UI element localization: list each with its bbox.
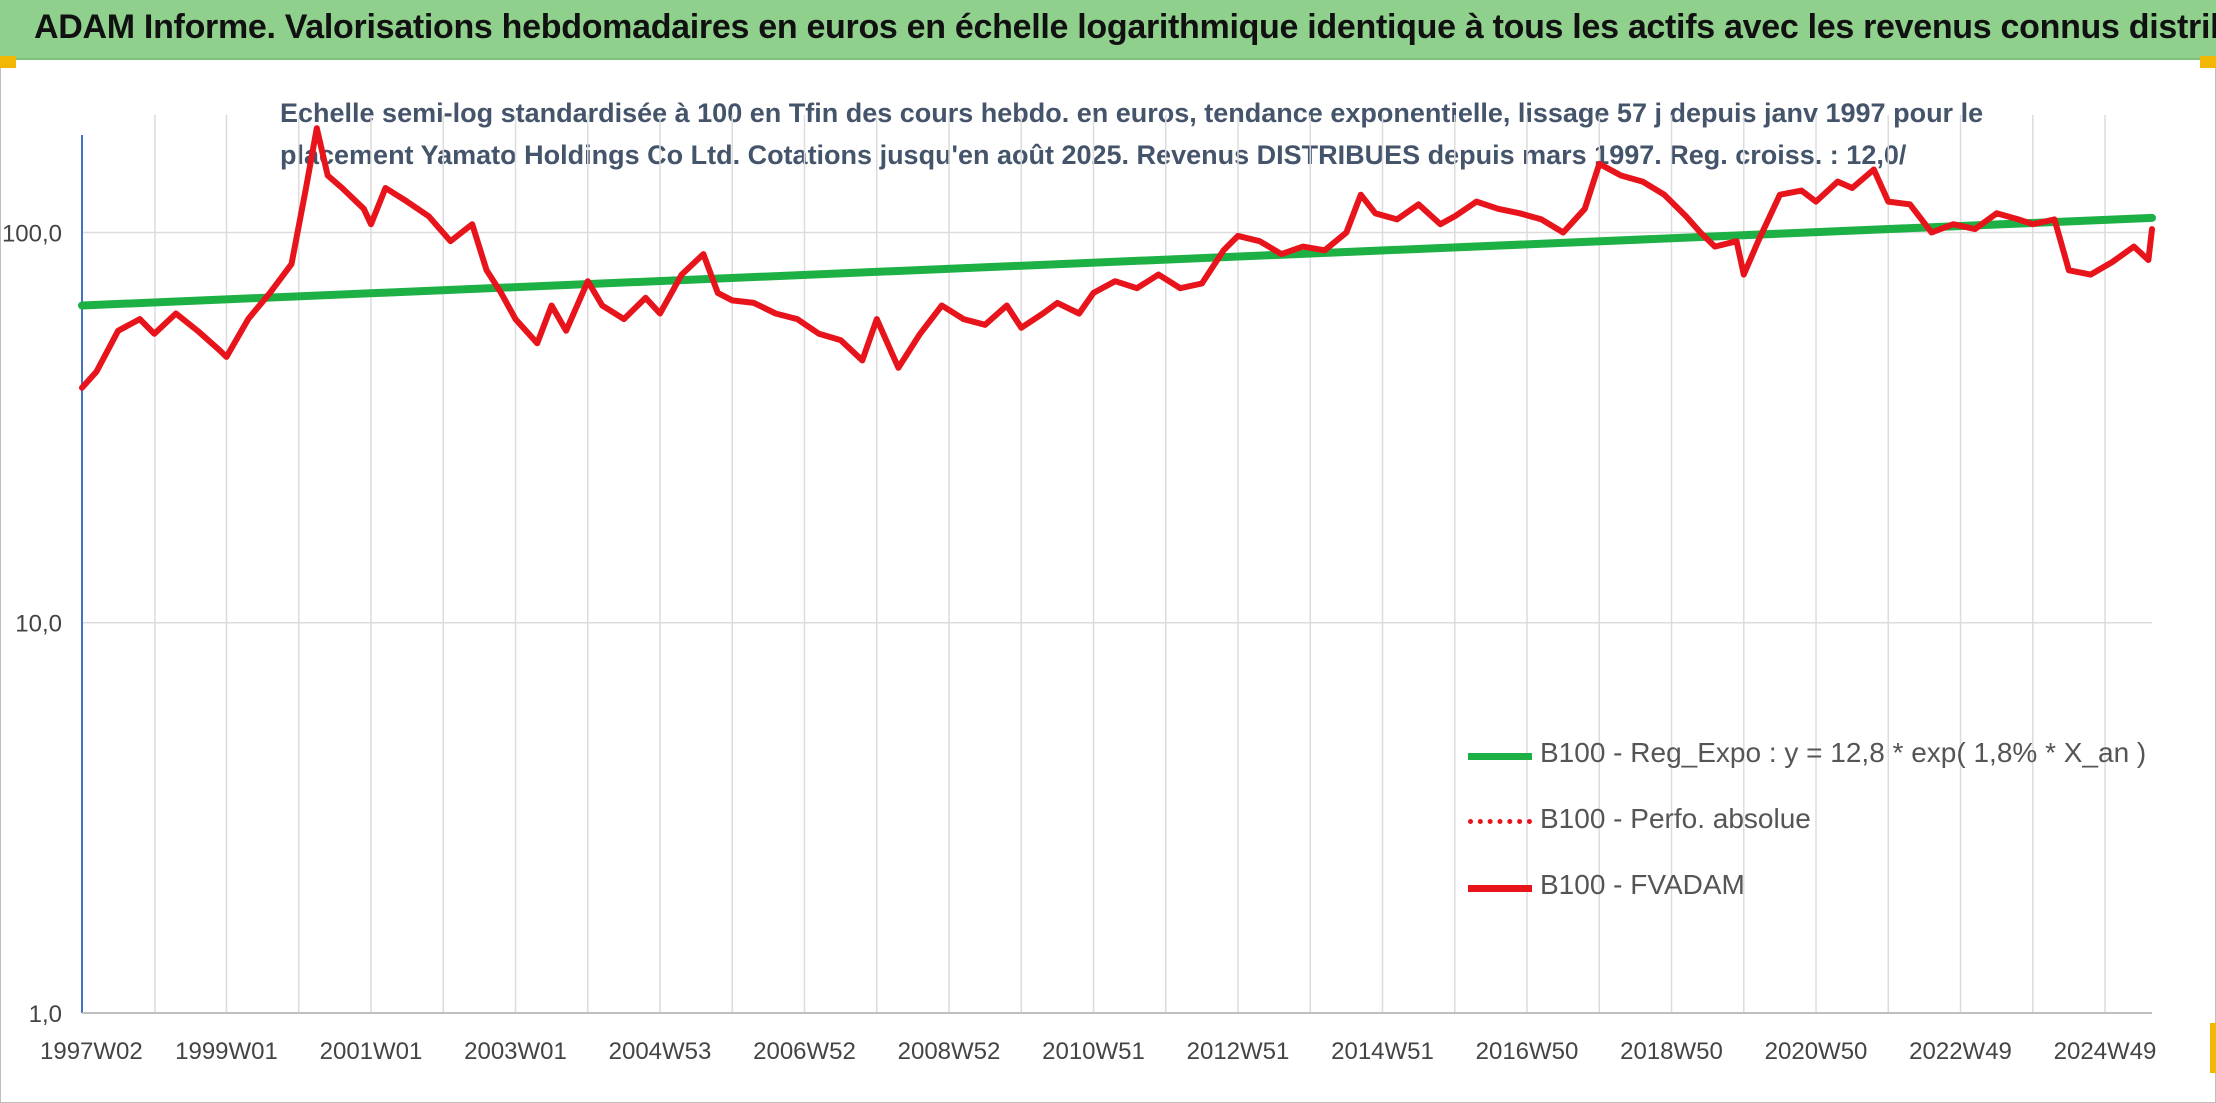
x-tick-label: 2018W50 bbox=[1620, 1038, 1723, 1065]
trend-line bbox=[78, 213, 2156, 310]
x-tick-label: 2012W51 bbox=[1187, 1038, 1290, 1065]
legend-label-trend: B100 - Reg_Expo : y = 12,8 * exp( 1,8% *… bbox=[1540, 737, 2147, 768]
banner-title: ADAM Informe. Valorisations hebdomadaire… bbox=[34, 8, 2216, 46]
legend-item-trend: B100 - Reg_Expo : y = 12,8 * exp( 1,8% *… bbox=[1468, 735, 2168, 775]
x-tick-label: 2001W01 bbox=[320, 1038, 423, 1065]
y-tick-label: 100,0 bbox=[2, 220, 62, 247]
x-tick-label: 2006W52 bbox=[753, 1038, 856, 1065]
title-banner: ADAM Informe. Valorisations hebdomadaire… bbox=[0, 0, 2216, 60]
axis-layer bbox=[81, 135, 2152, 1014]
corner-marker-bottom-right bbox=[2210, 1023, 2216, 1073]
corner-marker-right bbox=[2200, 56, 2216, 68]
x-tick-label: 2004W53 bbox=[609, 1038, 712, 1065]
x-tick-label: 2022W49 bbox=[1909, 1038, 2012, 1065]
x-tick-label: 1997W02 bbox=[40, 1038, 143, 1065]
tick-label-layer: 1,0 10,0 100,0 1997W02 1999W01 2001W01 2003W01… bbox=[2, 220, 2156, 1065]
x-tick-label: 2016W50 bbox=[1476, 1038, 1579, 1065]
legend-swatch-trend bbox=[1468, 753, 1532, 760]
legend-item-perfo: B100 - Perfo. absolue bbox=[1468, 801, 2168, 841]
x-tick-label: 1999W01 bbox=[175, 1038, 278, 1065]
legend-item-fvadam: B100 - FVADAM bbox=[1468, 867, 2168, 907]
x-tick-label: 2020W50 bbox=[1765, 1038, 1868, 1065]
x-tick-label: 2008W52 bbox=[898, 1038, 1001, 1065]
legend-swatch-fvadam bbox=[1468, 885, 1532, 892]
legend-label-fvadam: B100 - FVADAM bbox=[1540, 869, 1745, 900]
y-tick-label: 1,0 bbox=[29, 1001, 62, 1028]
series-layer bbox=[78, 125, 2156, 391]
fvadam-line bbox=[79, 125, 2155, 391]
x-tick-label: 2024W49 bbox=[2054, 1038, 2157, 1065]
legend-label-perfo: B100 - Perfo. absolue bbox=[1540, 803, 1811, 834]
x-tick-label: 2003W01 bbox=[464, 1038, 567, 1065]
chart-title-line-1: Echelle semi-log standardisée à 100 en T… bbox=[280, 98, 1984, 128]
x-tick-label: 2010W51 bbox=[1042, 1038, 1145, 1065]
x-tick-label: 2014W51 bbox=[1331, 1038, 1434, 1065]
y-tick-label: 10,0 bbox=[15, 611, 62, 638]
corner-marker-left bbox=[0, 56, 16, 68]
legend-swatch-perfo bbox=[1468, 819, 1532, 824]
